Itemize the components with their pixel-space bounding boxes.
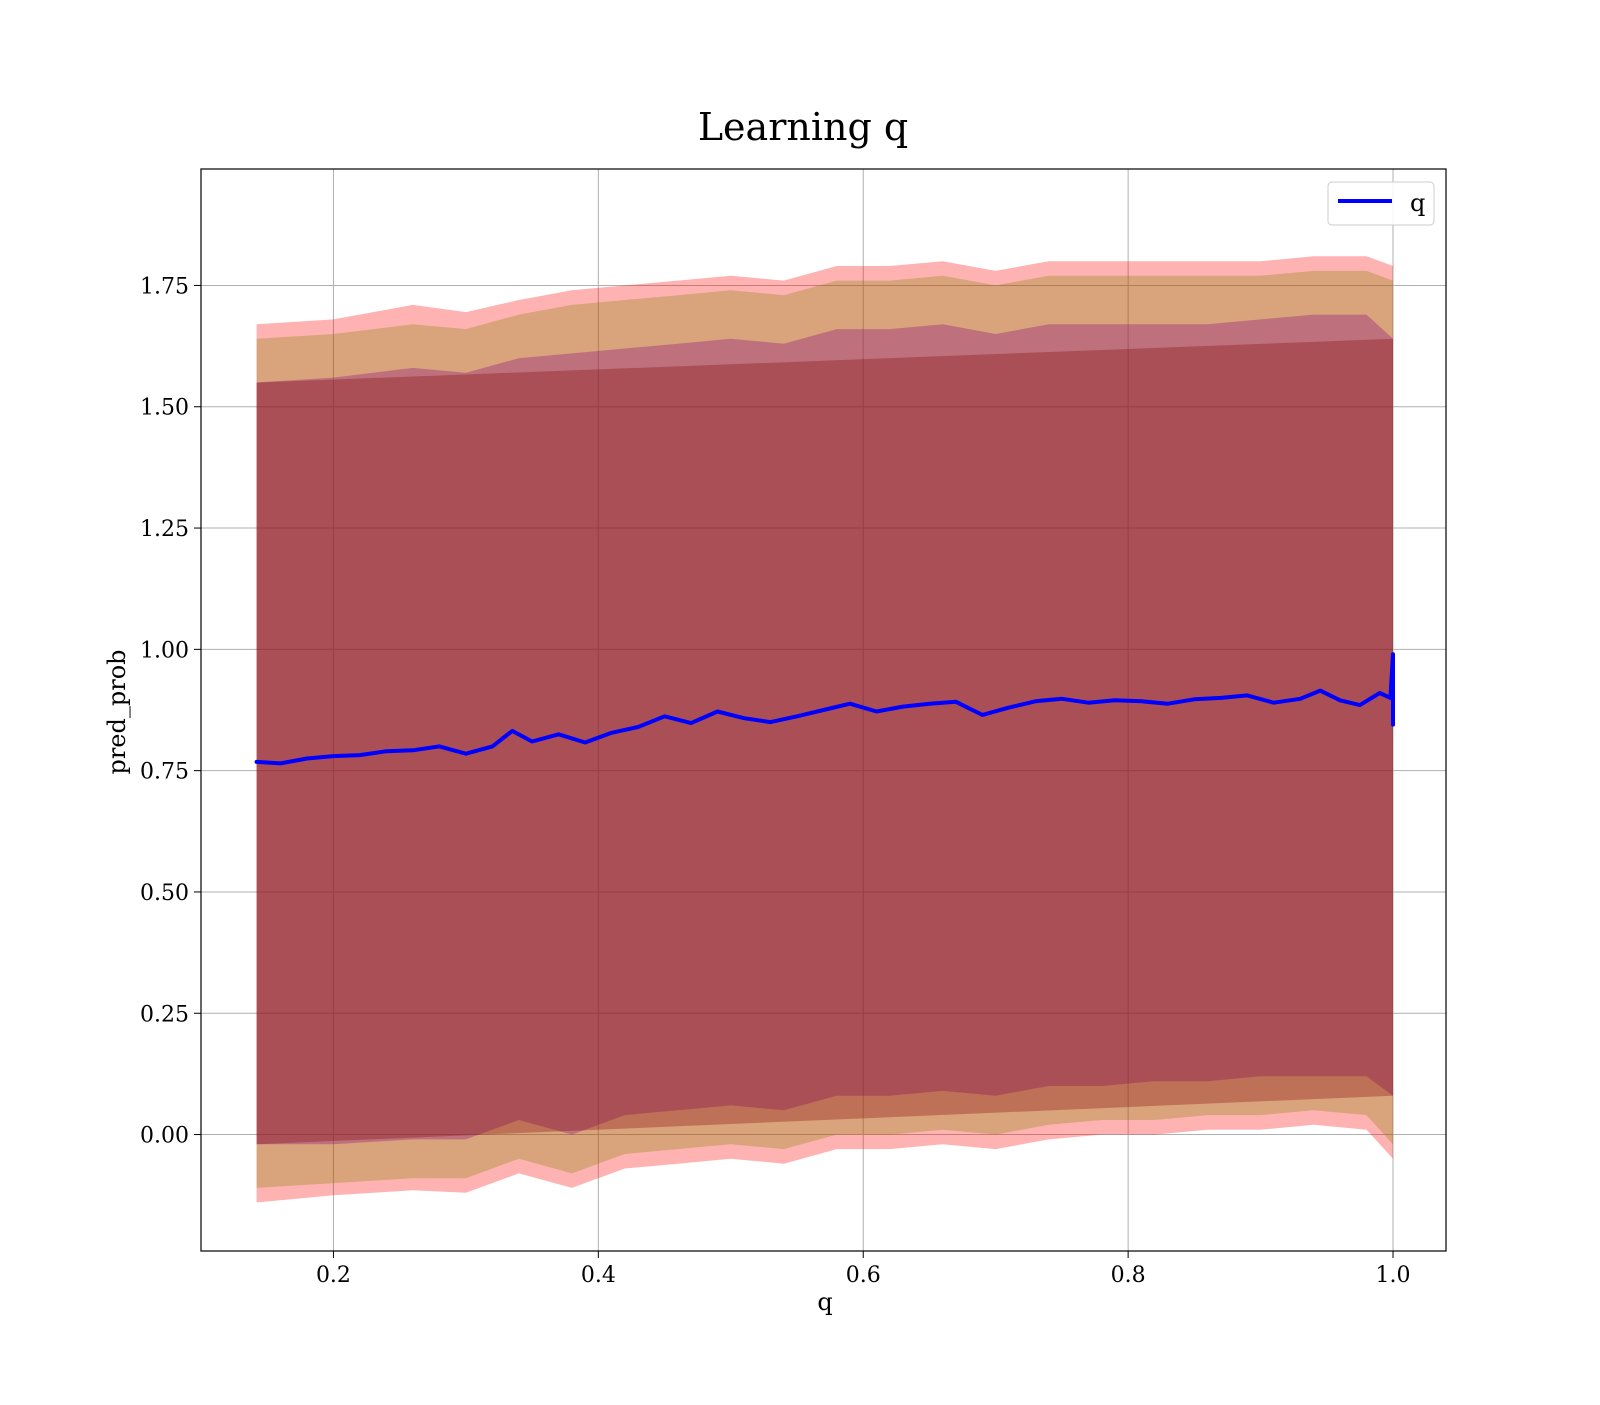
grid <box>201 169 1446 1251</box>
band-1 <box>256 270 1394 1188</box>
band-0 <box>256 256 1394 1203</box>
x-tick-label: 0.4 <box>581 1263 616 1288</box>
legend-box <box>1327 181 1435 226</box>
band-3 <box>256 338 1394 1145</box>
y-tick-label: 0.75 <box>140 760 189 785</box>
y-tick-label: 1.00 <box>140 638 189 663</box>
chart-title: Learning q <box>698 105 908 149</box>
y-tick-label: 1.25 <box>140 517 189 542</box>
plot-frame <box>200 168 1447 1252</box>
y-axis-label: pred_prob <box>103 649 131 774</box>
x-tick-label: 1.0 <box>1376 1263 1411 1288</box>
x-tick-label: 0.2 <box>316 1263 351 1288</box>
confidence-bands <box>256 256 1394 1203</box>
band-2 <box>256 314 1394 1145</box>
legend: q <box>1327 181 1435 226</box>
y-tick-label: 1.50 <box>140 396 189 421</box>
y-tick-label: 1.75 <box>140 274 189 299</box>
series-line-q <box>254 652 1395 766</box>
series-lines <box>254 652 1395 766</box>
x-tick-label: 0.8 <box>1111 1263 1146 1288</box>
axis-ticks: 0.2 0.4 0.6 0.8 1.0 0.00 0.25 0.50 0.75 1.00 1.25 1… <box>140 274 1411 1288</box>
x-tick-label: 0.6 <box>846 1263 881 1288</box>
x-axis-label: q <box>817 1288 832 1316</box>
legend-label-q: q <box>1410 189 1425 217</box>
y-tick-label: 0.25 <box>140 1002 189 1027</box>
y-tick-label: 0.00 <box>140 1124 189 1149</box>
y-tick-label: 0.50 <box>140 881 189 906</box>
